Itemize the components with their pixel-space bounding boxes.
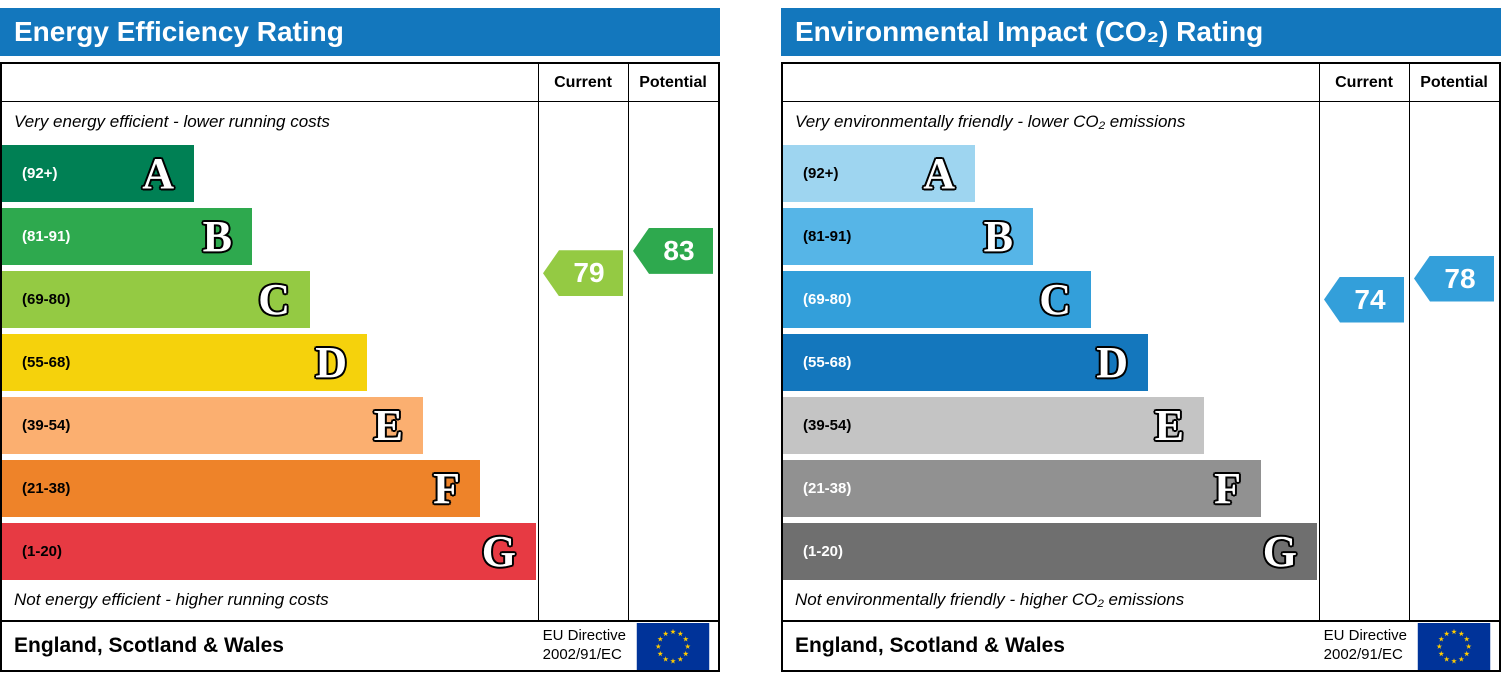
band-bar-c: (69-80) C [783, 271, 1091, 328]
band-row-f: (21-38) F [783, 457, 1499, 520]
band-letter: C [1039, 274, 1071, 324]
energy-efficiency-panel: Energy Efficiency Rating Current Potenti… [0, 8, 720, 675]
eu-directive-line2: 2002/91/EC [1323, 646, 1403, 663]
rating-table: Current Potential Very energy efficient … [0, 62, 720, 622]
band-row-d: (55-68) D [2, 331, 718, 394]
band-letter: G [1262, 526, 1297, 576]
chart-title-bar: Energy Efficiency Rating [0, 8, 720, 56]
band-range-label: (69-80) [22, 291, 71, 308]
band-bar-g: (1-20) G [783, 523, 1317, 580]
potential-rating-arrow: 78 [1414, 255, 1494, 302]
band-bar-d: (55-68) D [783, 334, 1148, 391]
eu-flag-icon [1417, 622, 1491, 670]
column-header-row: Current Potential [783, 64, 1499, 102]
potential-column-header: Potential [639, 74, 707, 91]
eu-flag-icon [636, 622, 710, 670]
band-range-label: (69-80) [803, 291, 852, 308]
current-column-header: Current [1335, 74, 1393, 91]
chart-title-bar: Environmental Impact (CO₂) Rating [781, 8, 1501, 56]
potential-column-divider [628, 64, 629, 620]
potential-rating-arrow: 83 [633, 227, 713, 274]
band-bar-f: (21-38) F [2, 460, 480, 517]
footer: England, Scotland & Wales EU Directive 2… [0, 620, 720, 672]
band-row-b: (81-91) B [2, 205, 718, 268]
band-row-g: (1-20) G [2, 520, 718, 583]
rating-table: Current Potential Very environmentally f… [781, 62, 1501, 622]
bottom-caption: Not energy efficient - higher running co… [14, 590, 329, 609]
band-bar-e: (39-54) E [783, 397, 1204, 454]
eu-directive-line1: EU Directive [542, 627, 626, 645]
band-row-c: (69-80) C [2, 268, 718, 331]
band-bar-g: (1-20) G [2, 523, 536, 580]
band-row-a: (92+) A [783, 142, 1499, 205]
current-column-divider [538, 64, 539, 620]
band-letter: E [373, 400, 403, 450]
band-bar-a: (92+) A [783, 145, 975, 202]
band-row-e: (39-54) E [783, 394, 1499, 457]
band-bar-b: (81-91) B [2, 208, 252, 265]
band-letter: C [258, 274, 290, 324]
band-range-label: (21-38) [803, 480, 852, 497]
band-letter: B [983, 211, 1013, 261]
band-letter: D [315, 337, 347, 387]
band-row-g: (1-20) G [783, 520, 1499, 583]
bottom-caption: Not environmentally friendly - higher CO… [795, 590, 1185, 609]
eu-directive-line2: 2002/91/EC [542, 646, 622, 663]
region-label: England, Scotland & Wales [795, 634, 1065, 657]
current-rating-arrow: 79 [543, 250, 623, 297]
band-bar-e: (39-54) E [2, 397, 423, 454]
band-range-label: (39-54) [803, 417, 852, 434]
band-row-d: (55-68) D [783, 331, 1499, 394]
band-row-c: (69-80) C [783, 268, 1499, 331]
band-letter: A [142, 148, 174, 198]
band-letter: F [433, 463, 460, 513]
footer: England, Scotland & Wales EU Directive 2… [781, 620, 1501, 672]
band-bar-b: (81-91) B [783, 208, 1033, 265]
band-row-b: (81-91) B [783, 205, 1499, 268]
chart-title: Environmental Impact (CO₂) Rating [795, 16, 1264, 47]
rating-bands: (92+) A (81-91) B (69-80) C [783, 142, 1499, 583]
band-letter: E [1154, 400, 1184, 450]
band-bar-a: (92+) A [2, 145, 194, 202]
band-bar-f: (21-38) F [783, 460, 1261, 517]
top-caption: Very energy efficient - lower running co… [14, 112, 330, 131]
column-header-row: Current Potential [2, 64, 718, 102]
band-row-a: (92+) A [2, 142, 718, 205]
band-bar-d: (55-68) D [2, 334, 367, 391]
band-letter: G [481, 526, 516, 576]
current-rating-arrow: 74 [1324, 276, 1404, 323]
eu-directive-line1: EU Directive [1323, 627, 1407, 645]
chart-title: Energy Efficiency Rating [14, 16, 344, 47]
potential-column-header: Potential [1420, 74, 1488, 91]
band-letter: D [1096, 337, 1128, 387]
band-letter: B [202, 211, 232, 261]
band-range-label: (81-91) [22, 228, 71, 245]
current-column-header: Current [554, 74, 612, 91]
band-range-label: (55-68) [22, 354, 71, 371]
environmental-impact-panel: Environmental Impact (CO₂) Rating Curren… [781, 8, 1501, 675]
band-row-e: (39-54) E [2, 394, 718, 457]
band-range-label: (21-38) [22, 480, 71, 497]
potential-column-divider [1409, 64, 1410, 620]
band-range-label: (81-91) [803, 228, 852, 245]
region-label: England, Scotland & Wales [14, 634, 284, 657]
eu-directive-label: EU Directive 2002/91/EC [1324, 627, 1407, 665]
band-range-label: (92+) [803, 165, 839, 182]
band-range-label: (1-20) [22, 543, 63, 560]
eu-directive-label: EU Directive 2002/91/EC [543, 627, 626, 665]
band-letter: F [1214, 463, 1241, 513]
top-caption: Very environmentally friendly - lower CO… [795, 112, 1186, 131]
band-range-label: (92+) [22, 165, 58, 182]
band-letter: A [923, 148, 955, 198]
band-range-label: (39-54) [22, 417, 71, 434]
band-row-f: (21-38) F [2, 457, 718, 520]
current-column-divider [1319, 64, 1320, 620]
rating-bands: (92+) A (81-91) B (69-80) C [2, 142, 718, 583]
band-range-label: (55-68) [803, 354, 852, 371]
band-range-label: (1-20) [803, 543, 844, 560]
band-bar-c: (69-80) C [2, 271, 310, 328]
